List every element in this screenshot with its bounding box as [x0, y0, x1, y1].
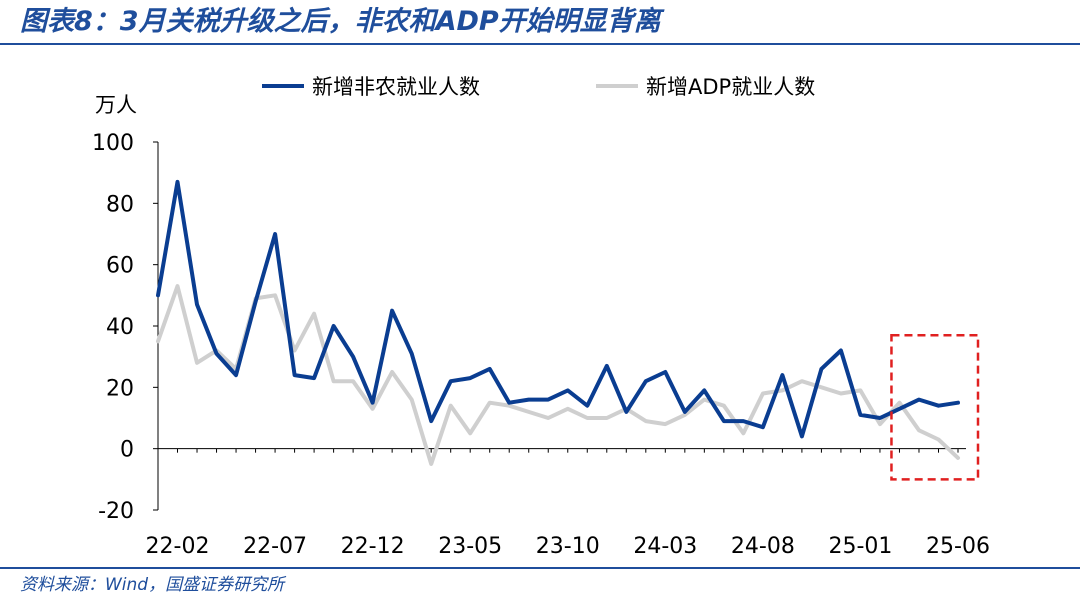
- highlight-box: [890, 333, 980, 481]
- source-note: 资料来源：Wind，国盛证券研究所: [20, 575, 285, 595]
- series-line-adp: [156, 284, 960, 466]
- legend-nonfarm-label: 新增非农就业人数: [312, 75, 480, 99]
- y-tick-label: 60: [106, 254, 134, 279]
- y-tick-label: 100: [92, 131, 134, 156]
- y-tick-label: 0: [120, 438, 134, 463]
- x-tick-label: 22-07: [243, 534, 307, 559]
- x-tick-label: 24-08: [731, 534, 795, 559]
- x-tick-label: 23-10: [536, 534, 600, 559]
- x-tick-label: 24-03: [633, 534, 697, 559]
- x-tick-label: 25-06: [926, 534, 990, 559]
- title-divider: [0, 43, 1080, 45]
- y-tick-label: 20: [106, 376, 134, 401]
- y-tick-label: 40: [106, 315, 134, 340]
- x-tick-label: 25-01: [828, 534, 892, 559]
- line-chart: -20 0 20 40 60 80 100 万人 22-02 22-07 22-12 23-05 23-…: [92, 75, 990, 559]
- chart-title: 图表8：3月关税升级之后，非农和ADP开始明显背离: [20, 6, 661, 37]
- y-tick-label: 80: [106, 192, 134, 217]
- y-tick-label: -20: [98, 499, 134, 524]
- x-tick-label: 23-05: [438, 534, 502, 559]
- y-axis-unit-label: 万人: [95, 93, 137, 117]
- x-tick-label: 22-12: [341, 534, 405, 559]
- legend-adp-label: 新增ADP就业人数: [646, 75, 815, 99]
- x-tick-label: 22-02: [146, 534, 210, 559]
- series-line-nonfarm: [156, 179, 960, 439]
- footer-divider: [0, 567, 1080, 569]
